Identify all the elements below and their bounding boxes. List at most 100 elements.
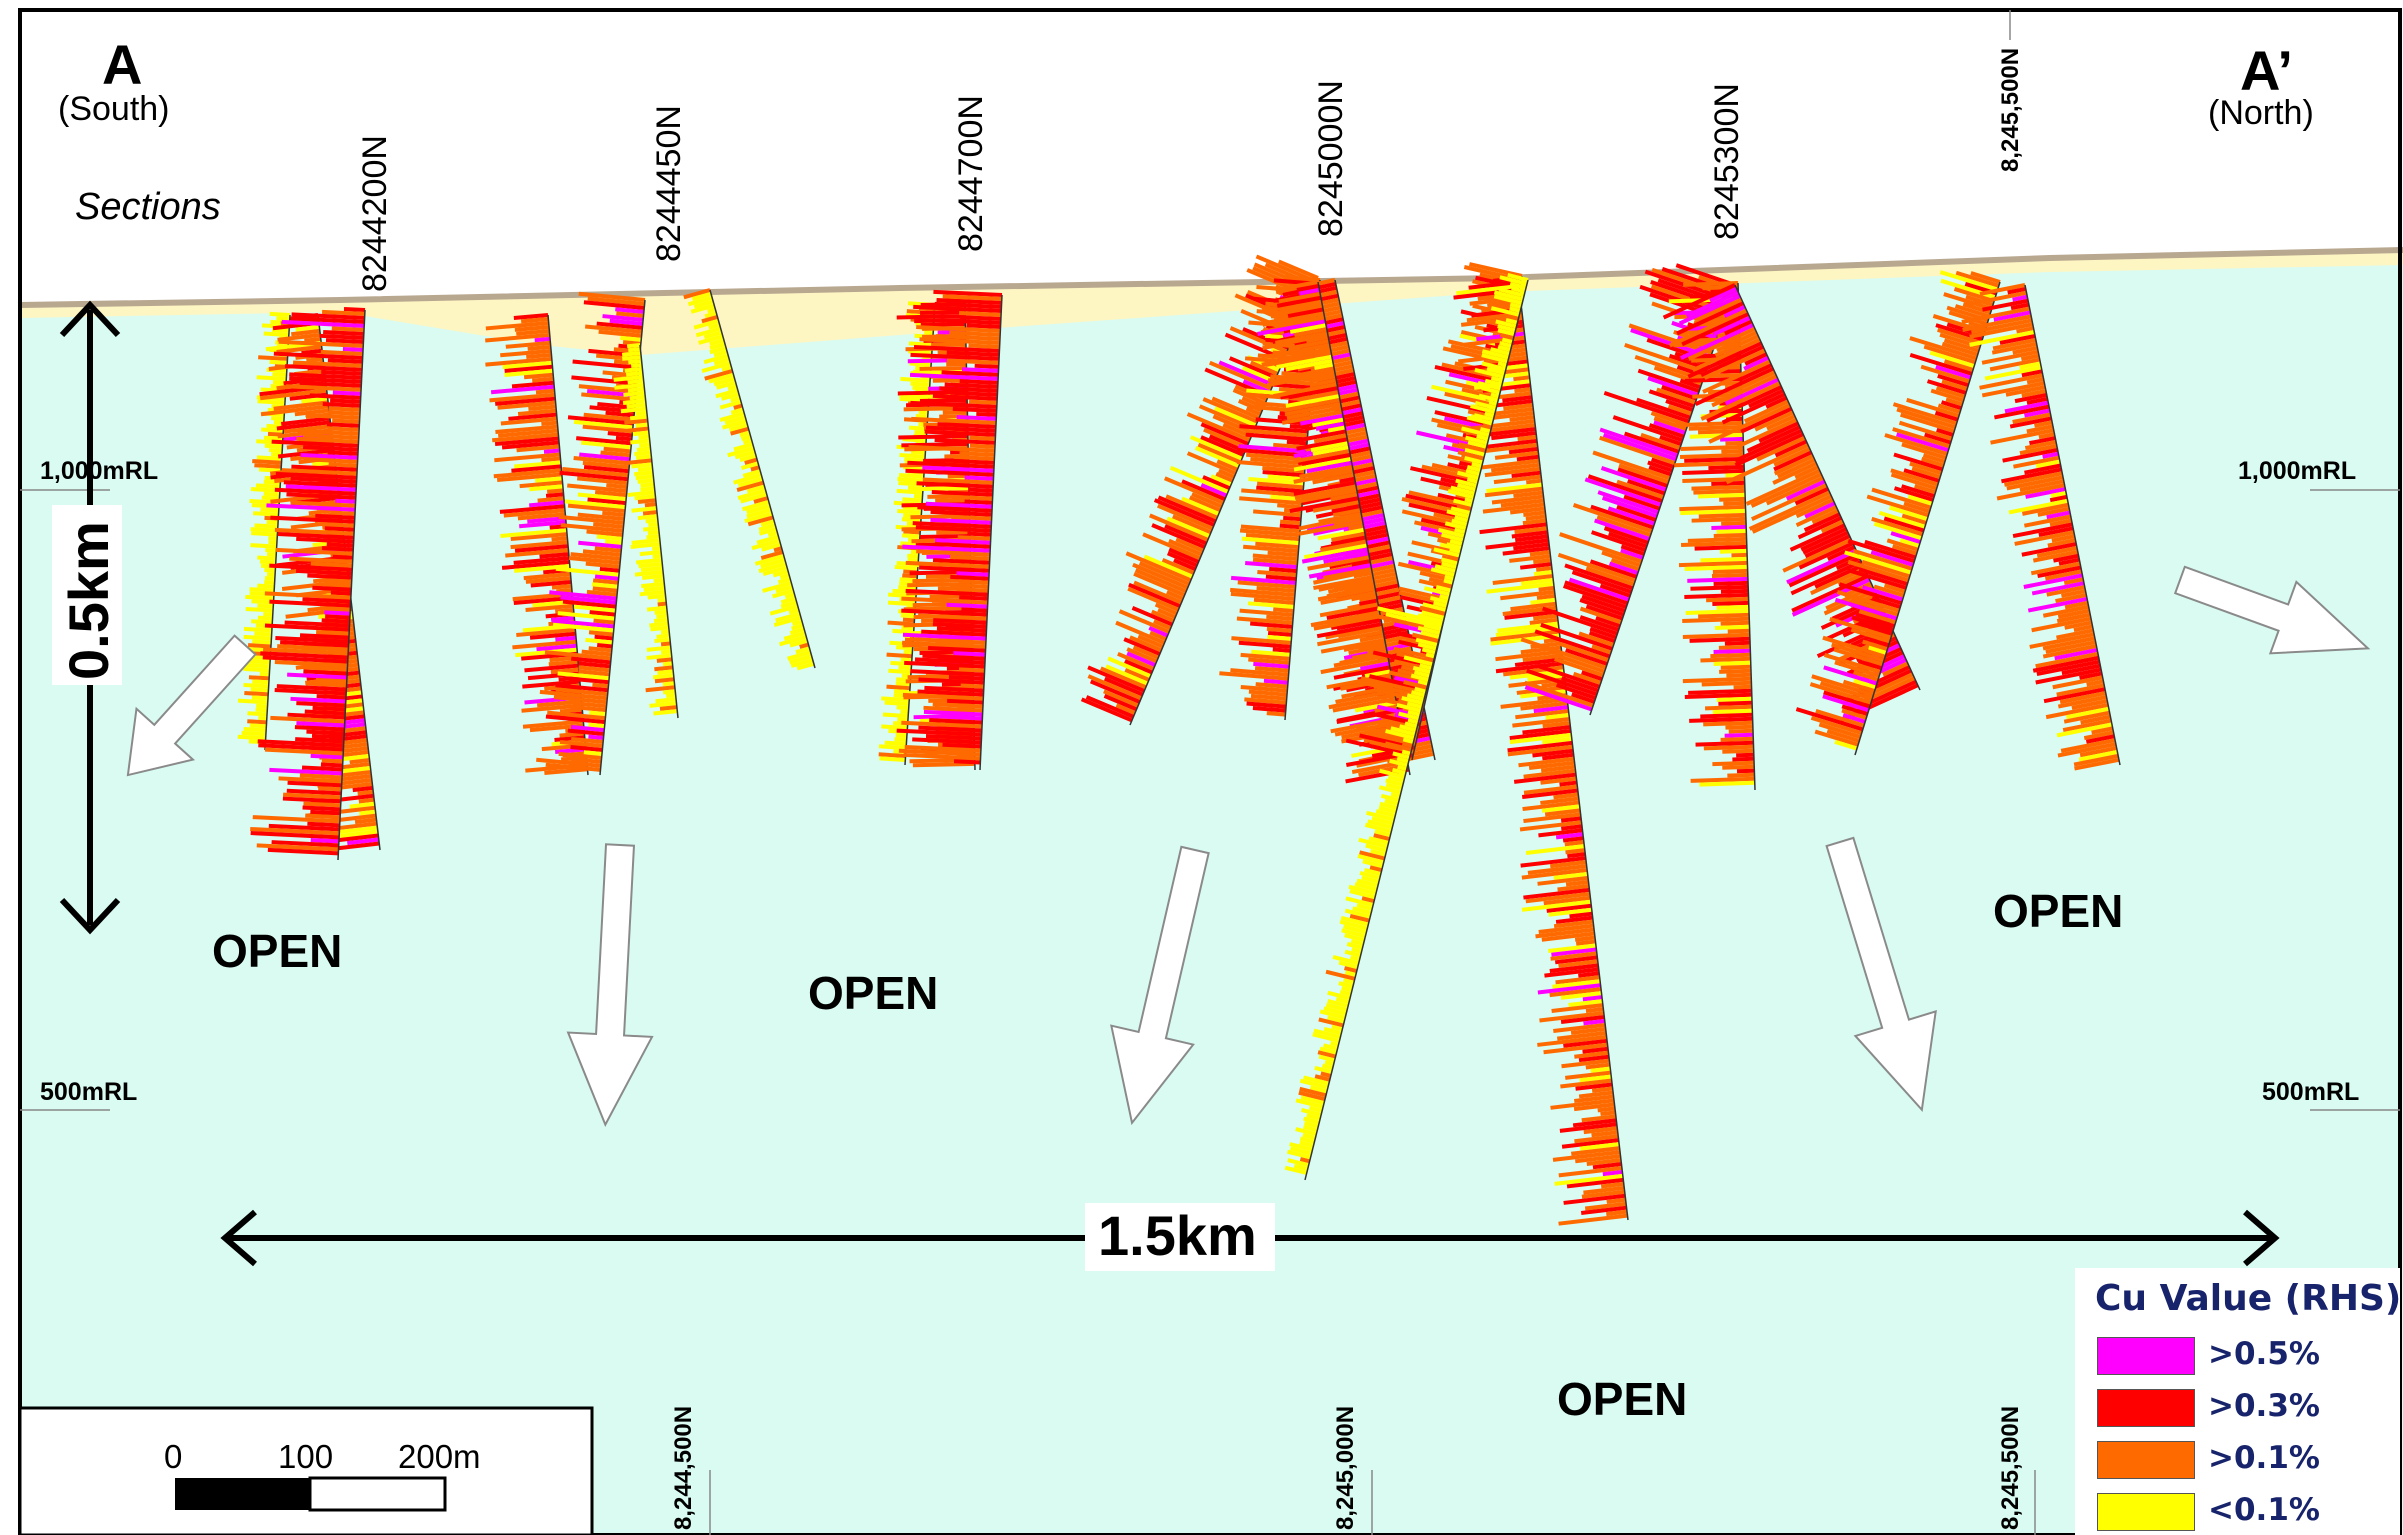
assay-bar [1734, 432, 1804, 467]
assay-bar [626, 426, 649, 433]
assay-bar [264, 567, 276, 573]
assay-bar [916, 481, 994, 489]
assay-bar [1690, 776, 1755, 783]
assay-bar [1857, 621, 1893, 636]
assay-bar [1478, 393, 1499, 403]
assay-bar [1423, 623, 1442, 632]
assay-bar [1509, 302, 1522, 310]
assay-bar [2042, 451, 2059, 459]
assay-bar [1502, 546, 1550, 556]
assay-bar [1647, 376, 1699, 397]
assay-bar [1264, 350, 1332, 368]
assay-bar [1319, 1046, 1338, 1055]
assay-bar [1411, 632, 1440, 644]
assay-bar [529, 484, 564, 492]
assay-bar [1565, 648, 1608, 666]
assay-bar [1589, 626, 1617, 640]
assay-bar [1230, 587, 1296, 597]
assay-bar [1599, 583, 1631, 598]
assay-bar [1522, 724, 1571, 735]
assay-bar [539, 689, 608, 701]
assay-bar [1132, 562, 1189, 590]
assay-bar [1131, 606, 1174, 627]
assay-bar [947, 698, 984, 705]
assay-bar [930, 509, 992, 517]
assay-bar [1665, 399, 1694, 412]
assay-bar [514, 324, 550, 332]
assay-bar [315, 678, 347, 684]
assay-bar [262, 655, 348, 664]
assay-bar [587, 497, 626, 506]
assay-bar [1546, 903, 1592, 913]
assay-bar [1255, 682, 1288, 689]
assay-bar [613, 374, 644, 382]
assay-bar [1948, 310, 1988, 326]
assay-bar [1089, 679, 1141, 704]
assay-bar [1841, 704, 1869, 717]
assay-bar [662, 681, 675, 687]
assay-bar [1883, 516, 1925, 533]
assay-bar [1721, 448, 1744, 454]
assay-bar [1236, 460, 1306, 470]
assay-bar [1557, 641, 1610, 663]
assay-bar [1277, 366, 1335, 381]
assay-bar [485, 332, 550, 343]
assay-bar [887, 600, 916, 607]
assay-bar [572, 700, 607, 709]
assay-bar [326, 422, 360, 428]
assay-bar [1579, 606, 1622, 625]
assay-bar [1795, 505, 1838, 527]
assay-bar [520, 316, 549, 324]
assay-bar [1698, 492, 1746, 499]
assay-bar [1610, 558, 1640, 572]
assay-bar [1681, 312, 1750, 347]
assay-bar [1896, 432, 1950, 453]
assay-bar [788, 654, 813, 665]
assay-bar [1323, 551, 1369, 564]
assay-bar [1366, 810, 1395, 822]
assay-bar [513, 313, 549, 320]
assay-bar [1295, 299, 1323, 309]
assay-bar [1647, 460, 1674, 473]
assay-bar [2056, 722, 2113, 738]
assay-bar [254, 631, 272, 637]
assay-bar [325, 614, 350, 620]
assay-bar [951, 494, 993, 501]
assay-bar [1537, 875, 1589, 886]
assay-bar [250, 543, 277, 549]
assay-bar [1479, 522, 1547, 535]
assay-bar [1682, 676, 1752, 684]
assay-bar [713, 376, 736, 387]
assay-bar [276, 344, 322, 355]
assay-bar [1293, 480, 1356, 496]
assay-bar [1552, 1150, 1621, 1162]
assay-bar [566, 704, 607, 713]
assay-bar [335, 498, 356, 504]
assay-bar [589, 710, 606, 717]
assay-bar [1157, 495, 1217, 524]
assay-bar [589, 610, 616, 617]
assay-bar [1507, 273, 1529, 282]
assay-bar [1836, 590, 1900, 613]
assay-bar [1434, 564, 1457, 574]
assay-bar [266, 503, 356, 512]
assay-bar [1970, 271, 2001, 284]
assay-bar [1527, 864, 1587, 875]
assay-bar [256, 703, 268, 709]
assay-bar [1335, 997, 1350, 1005]
assay-bar [1868, 645, 1887, 655]
assay-bar [578, 665, 611, 673]
assay-bar [920, 309, 966, 315]
assay-bar [571, 656, 611, 665]
assay-bar [1369, 567, 1396, 577]
scale-bar-white [308, 1476, 447, 1512]
assay-bar [968, 343, 1000, 349]
assay-bar [1591, 1130, 1618, 1138]
assay-bar [910, 669, 985, 677]
assay-bar [1575, 939, 1596, 946]
assay-bar [2091, 726, 2114, 735]
assay-bar [634, 450, 652, 457]
assay-bar [1514, 387, 1532, 394]
drillhole-trace [979, 294, 1003, 771]
assay-bar [243, 682, 269, 689]
